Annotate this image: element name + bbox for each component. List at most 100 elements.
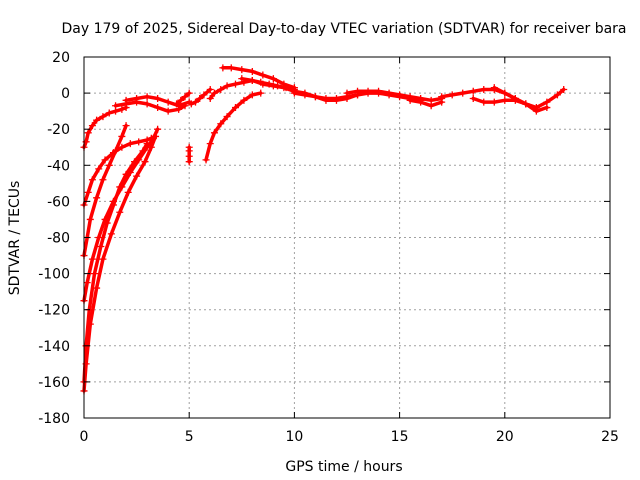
y-axis-label: SDTVAR / TECUs — [7, 181, 23, 296]
data-point — [469, 95, 477, 103]
data-point — [490, 84, 498, 92]
y-tick-label: -40 — [47, 158, 70, 174]
data-point — [107, 230, 115, 238]
data-point — [406, 96, 414, 104]
y-tick-label: -20 — [47, 122, 70, 138]
data-point — [248, 91, 256, 99]
x-axis-label: GPS time / hours — [285, 459, 402, 475]
data-point — [173, 100, 181, 108]
data-point — [217, 120, 225, 128]
data-point — [490, 98, 498, 106]
data-point — [101, 156, 109, 164]
data-point — [126, 140, 134, 148]
y-tick-label: 0 — [61, 86, 70, 102]
data-point — [210, 89, 218, 97]
y-tick-label: -160 — [38, 375, 70, 391]
data-point — [118, 132, 126, 140]
data-point — [480, 98, 488, 106]
data-point — [192, 98, 200, 106]
data-point — [118, 105, 126, 113]
series-track-8 — [122, 93, 193, 110]
data-point — [343, 89, 351, 97]
data-point — [354, 87, 362, 95]
data-point — [133, 95, 141, 103]
series-trail — [82, 127, 160, 303]
data-point — [86, 215, 94, 223]
axis-ticks: 0 5 10 15 20 25 -180 -160 -140 -120 -100 -80 -60 -40 -… — [38, 50, 619, 445]
data-point — [112, 102, 120, 110]
y-tick-label: -180 — [38, 411, 70, 427]
series-track-7 — [112, 98, 189, 115]
x-tick-label: 0 — [80, 429, 89, 445]
data-point — [109, 197, 117, 205]
data-point — [105, 161, 113, 169]
data-point — [95, 165, 103, 173]
data-point — [118, 183, 126, 191]
series-trail — [345, 89, 444, 103]
y-tick-label: -140 — [38, 339, 70, 355]
series-trail — [174, 91, 191, 106]
data-point — [553, 91, 561, 99]
x-tick-label: 20 — [496, 429, 514, 445]
data-point — [459, 89, 467, 97]
data-point — [91, 270, 99, 278]
grid-lines — [84, 57, 610, 418]
x-tick-label: 10 — [285, 429, 303, 445]
series-track-11 — [187, 85, 214, 108]
data-point — [143, 93, 151, 101]
series-track-10 — [185, 143, 193, 166]
data-point — [185, 89, 193, 97]
data-point — [227, 64, 235, 72]
data-point — [257, 89, 265, 97]
data-point — [223, 82, 231, 90]
data-point — [181, 93, 189, 101]
data-point — [501, 89, 509, 97]
series-track-1 — [80, 104, 130, 151]
data-point — [269, 75, 277, 83]
chart-title: Day 179 of 2025, Sidereal Day-to-day VTE… — [61, 21, 626, 37]
data-point — [332, 95, 340, 103]
data-point — [238, 66, 246, 74]
series-track-14 — [219, 64, 298, 92]
data-point — [364, 87, 372, 95]
data-point — [118, 143, 126, 151]
data-point — [95, 234, 103, 241]
data-point — [560, 85, 568, 93]
data-point — [122, 122, 130, 130]
data-point — [164, 98, 172, 106]
data-point — [469, 87, 477, 95]
series-track-9 — [173, 89, 193, 108]
data-point — [99, 176, 107, 184]
data-point — [88, 176, 96, 184]
y-tick-label: -120 — [38, 303, 70, 319]
data-point — [84, 188, 92, 196]
data-point — [84, 129, 92, 137]
series-trail — [408, 98, 444, 108]
data-point — [206, 140, 214, 148]
y-tick-label: -100 — [38, 267, 70, 283]
data-point — [217, 85, 225, 93]
data-point — [105, 109, 113, 117]
data-point — [177, 96, 185, 104]
data-point — [126, 169, 134, 177]
data-point — [280, 84, 288, 92]
data-point — [93, 194, 101, 202]
data-point — [133, 172, 141, 180]
data-point — [427, 102, 435, 110]
data-point — [248, 76, 256, 84]
data-point — [112, 147, 120, 155]
data-point — [200, 91, 208, 99]
data-point — [210, 129, 218, 137]
data-point — [93, 284, 101, 292]
data-point — [88, 122, 96, 130]
data-point — [99, 255, 107, 263]
data-point — [231, 80, 239, 88]
data-point — [124, 188, 132, 196]
data-point — [164, 107, 172, 115]
data-point — [543, 104, 551, 112]
data-point — [143, 100, 151, 108]
data-point — [116, 208, 124, 216]
y-tick-label: 20 — [52, 50, 70, 66]
